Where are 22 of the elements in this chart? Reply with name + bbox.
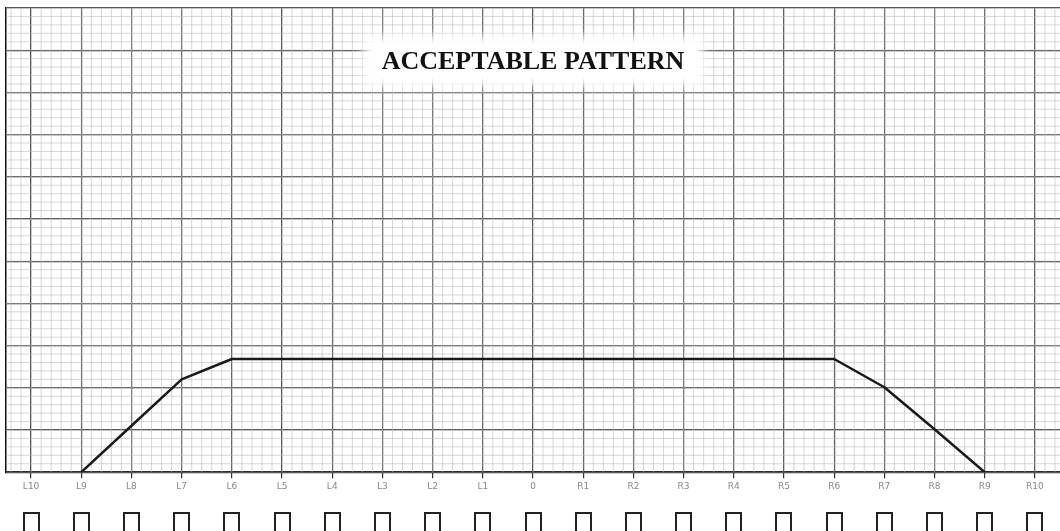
x-tick-label: L2 — [427, 480, 438, 491]
x-tick-label: R3 — [677, 480, 690, 491]
chart-title: ACCEPTABLE PATTERN — [371, 44, 695, 78]
x-tick-label: R6 — [828, 480, 841, 491]
x-tick-label: 0 — [530, 480, 537, 491]
x-tick-label: L10 — [22, 480, 40, 491]
x-tick-label: L8 — [126, 480, 138, 491]
x-tick-label: R9 — [978, 480, 991, 491]
x-tick-label: R2 — [627, 480, 640, 491]
x-tick-label: R5 — [777, 480, 790, 491]
x-tick-label: R1 — [577, 480, 590, 491]
x-tick-label: L6 — [226, 480, 238, 491]
x-tick-label: L7 — [176, 480, 188, 491]
x-tick-label: R8 — [928, 480, 941, 491]
x-tick-label: L9 — [75, 480, 87, 491]
x-tick-label: L1 — [477, 480, 489, 491]
x-tick-label: R10 — [1026, 480, 1045, 491]
x-tick-label: R7 — [878, 480, 891, 491]
x-tick-label: R4 — [727, 480, 741, 491]
x-tick-label: L4 — [326, 480, 338, 491]
x-tick-label: L5 — [276, 480, 288, 491]
x-tick-label: L3 — [377, 480, 388, 491]
